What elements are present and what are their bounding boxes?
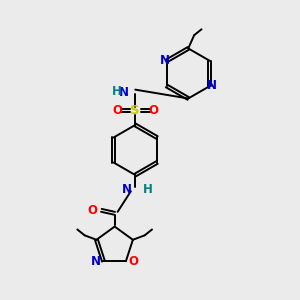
Text: O: O <box>148 104 158 117</box>
Text: N: N <box>206 80 216 92</box>
Text: N: N <box>122 183 132 196</box>
Text: H: H <box>142 183 152 196</box>
Text: O: O <box>128 255 138 268</box>
Text: N: N <box>160 54 170 68</box>
Text: O: O <box>112 104 123 117</box>
Text: O: O <box>87 204 97 217</box>
Text: H: H <box>112 85 122 98</box>
Text: N: N <box>91 255 101 268</box>
Text: N: N <box>119 86 129 99</box>
Text: S: S <box>130 104 140 117</box>
